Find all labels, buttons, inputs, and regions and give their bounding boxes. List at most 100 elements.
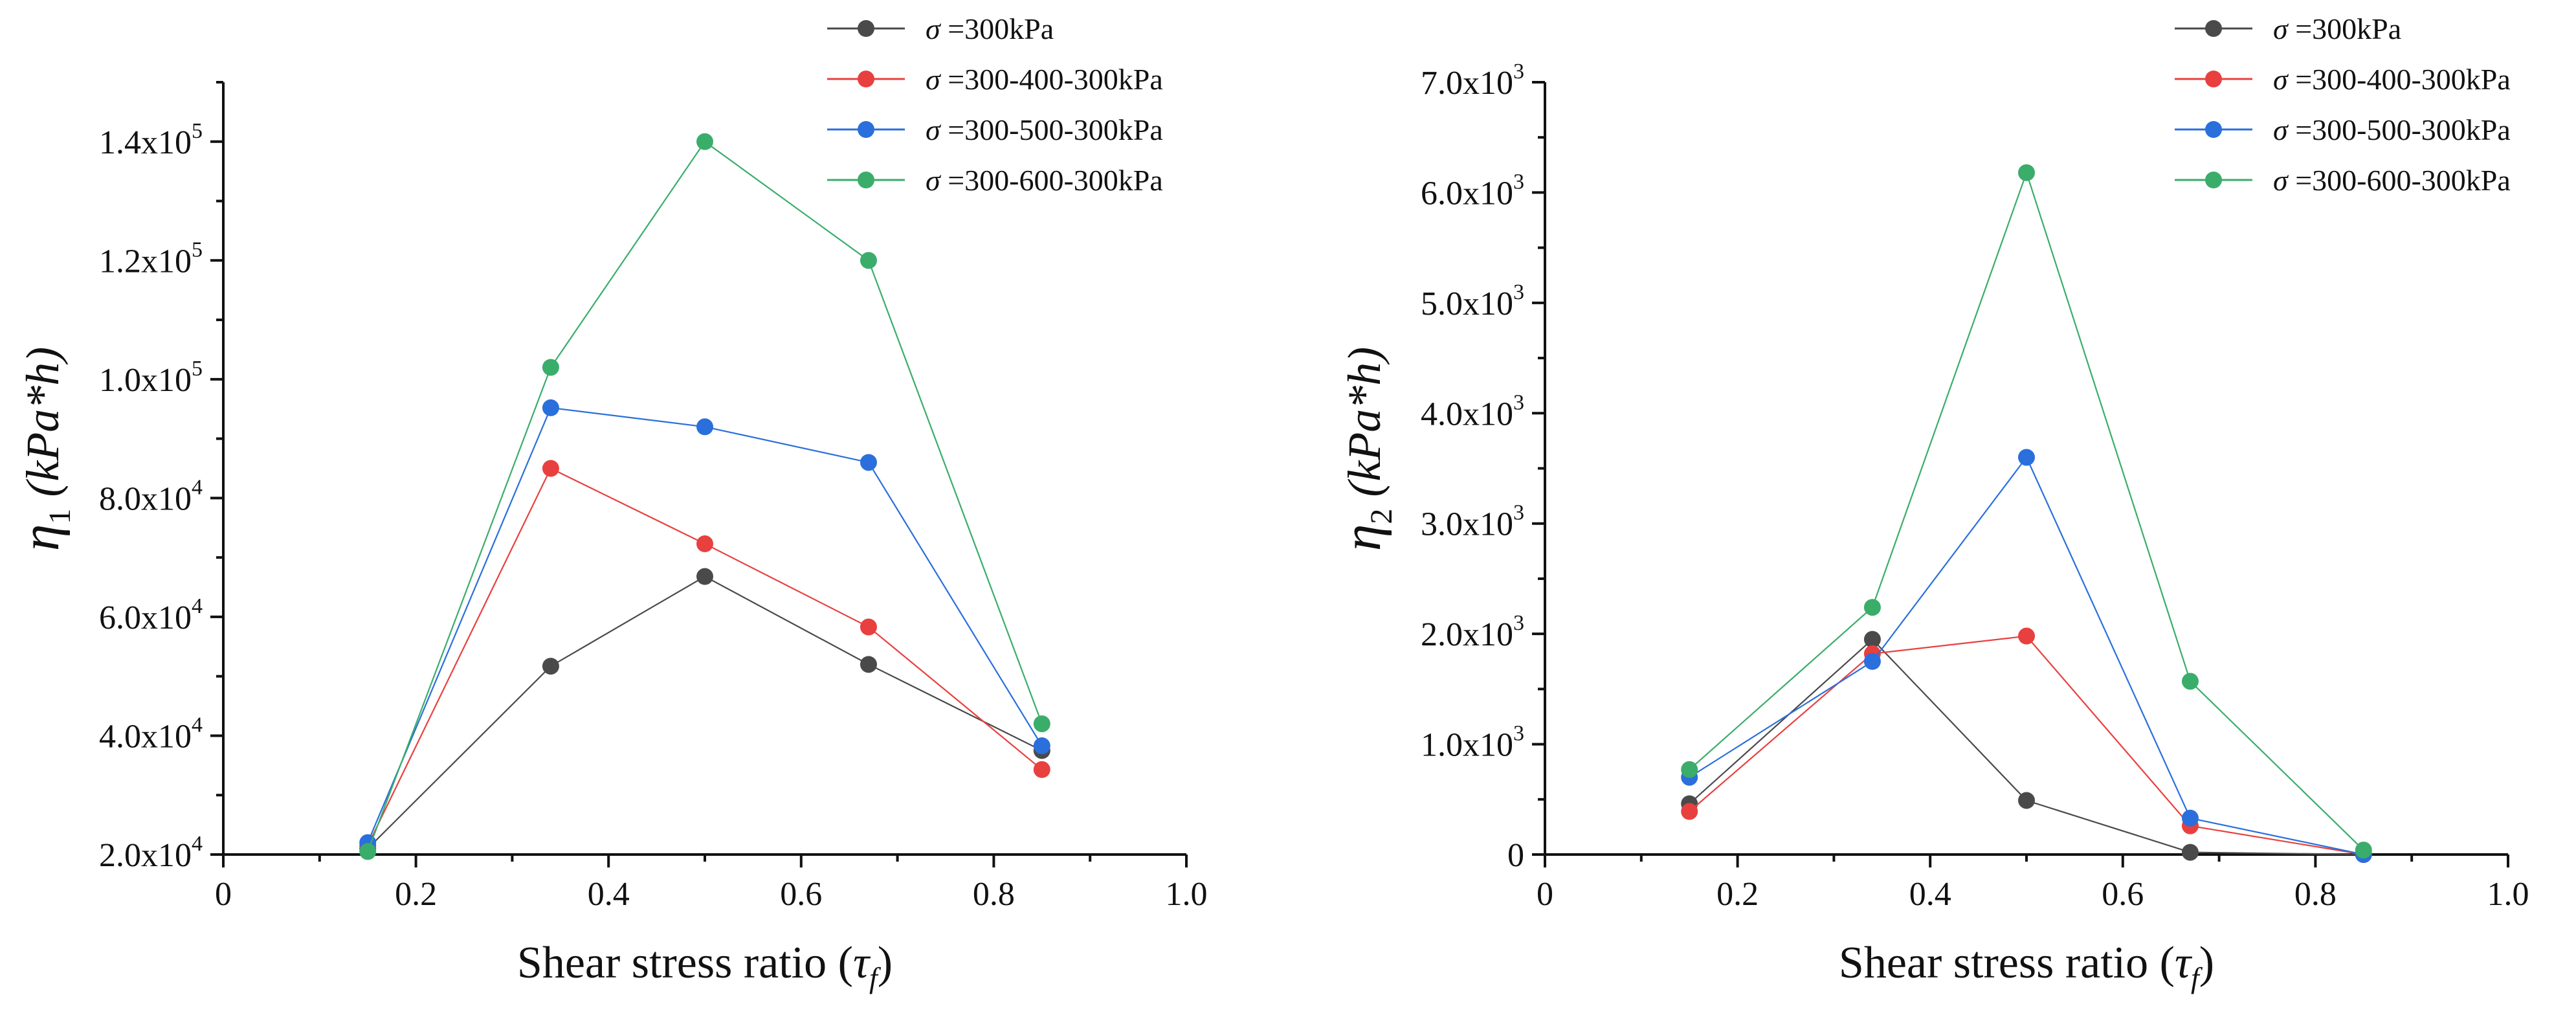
y-tick-label: 5.0x103 bbox=[1421, 280, 1524, 322]
y-axis-label: η1 (kPa*h) bbox=[10, 347, 77, 552]
legend-symbol: σ bbox=[2273, 63, 2289, 96]
y-tick-mantissa: 2.0x10 bbox=[99, 837, 192, 874]
x-tick-label: 0 bbox=[1537, 876, 1553, 913]
y-tick-mantissa: 3.0x10 bbox=[1421, 506, 1513, 543]
y-tick-mantissa: 1.2x10 bbox=[99, 243, 192, 280]
legend-marker-1 bbox=[858, 71, 874, 87]
data-point-s1-2 bbox=[696, 535, 713, 553]
series-line-0 bbox=[1689, 638, 2364, 856]
x-axis-label-text: Shear stress ratio ( bbox=[1839, 938, 2175, 988]
x-tick-label: 0 bbox=[215, 876, 232, 913]
legend-label-0: σ =300kPa bbox=[2273, 12, 2401, 45]
y-tick-exponent: 4 bbox=[192, 713, 203, 737]
series-line-2 bbox=[367, 407, 1043, 844]
y-axis-label-subscript: 2 bbox=[1364, 509, 1399, 524]
y-tick-exponent: 5 bbox=[192, 357, 203, 381]
y-tick-exponent: 3 bbox=[1513, 170, 1524, 194]
data-point-s1-3 bbox=[860, 618, 877, 636]
y-axis-label: η2 (kPa*h) bbox=[1332, 347, 1399, 552]
y-tick-mantissa: 1.0x10 bbox=[99, 362, 192, 399]
y-axis-label-unit: (kPa*h) bbox=[17, 347, 69, 497]
legend-symbol: σ bbox=[2273, 164, 2289, 197]
legend-label-1: σ =300-400-300kPa bbox=[2273, 63, 2511, 96]
x-axis-label: Shear stress ratio (τf) bbox=[1839, 938, 2214, 994]
data-point-s2-2 bbox=[2018, 449, 2035, 466]
y-tick-exponent: 3 bbox=[1513, 501, 1524, 525]
y-tick-label: 3.0x103 bbox=[1421, 501, 1524, 543]
data-point-s3-4 bbox=[2355, 842, 2372, 859]
legend-text: =300-400-300kPa bbox=[2288, 63, 2511, 96]
legend-symbol: σ bbox=[2273, 12, 2289, 45]
y-tick-label: 1.4x105 bbox=[99, 119, 203, 161]
legend-marker-0 bbox=[2205, 20, 2222, 37]
y-tick-label: 4.0x104 bbox=[99, 713, 203, 755]
legend-marker-2 bbox=[2205, 121, 2222, 138]
legend-symbol: σ bbox=[926, 113, 942, 146]
y-tick-mantissa: 0 bbox=[1507, 837, 1524, 874]
chart-eta2: 0 0.2 0.4 0.6 0.8 1.001.0x1032.0x1033.0x1034.… bbox=[1332, 12, 2529, 994]
data-point-s3-1 bbox=[542, 359, 559, 376]
y-tick-label: 6.0x104 bbox=[99, 594, 203, 636]
y-tick-exponent: 4 bbox=[192, 475, 203, 499]
legend-label-3: σ =300-600-300kPa bbox=[2273, 164, 2511, 197]
legend-label-2: σ =300-500-300kPa bbox=[926, 113, 1163, 146]
legend-marker-2 bbox=[858, 121, 874, 138]
y-tick-exponent: 3 bbox=[1513, 280, 1524, 304]
y-tick-label: 4.0x103 bbox=[1421, 390, 1524, 432]
x-tick-label: 0.8 bbox=[973, 876, 1015, 913]
legend-marker-1 bbox=[2205, 71, 2222, 87]
data-point-s2-1 bbox=[1863, 653, 1881, 670]
y-axis-label-symbol: η bbox=[1332, 524, 1392, 552]
y-tick-mantissa: 4.0x10 bbox=[1421, 396, 1513, 432]
legend-symbol: σ bbox=[926, 12, 942, 45]
x-tick-label: 0.4 bbox=[588, 876, 630, 913]
x-tick-label: 0.4 bbox=[1909, 876, 1951, 913]
y-axis-label-symbol: η bbox=[10, 524, 71, 552]
x-axis-label-symbol: τ bbox=[853, 938, 871, 988]
data-point-s3-0 bbox=[359, 843, 377, 860]
legend-label-1: σ =300-400-300kPa bbox=[926, 63, 1163, 96]
data-point-s2-3 bbox=[860, 454, 877, 471]
data-point-s3-4 bbox=[1033, 715, 1050, 733]
series-line-1 bbox=[367, 467, 1043, 846]
x-tick-label: 1.0 bbox=[2487, 876, 2529, 913]
y-tick-mantissa: 2.0x10 bbox=[1421, 616, 1513, 653]
y-axis-label-space bbox=[1338, 497, 1390, 509]
data-point-s0-1 bbox=[1863, 631, 1881, 648]
y-tick-exponent: 3 bbox=[1513, 722, 1524, 746]
data-point-s3-2 bbox=[696, 133, 713, 150]
y-axis-label-subscript: 1 bbox=[43, 509, 77, 524]
y-axis-label-unit: (kPa*h) bbox=[1338, 347, 1390, 497]
y-tick-label: 7.0x103 bbox=[1421, 60, 1524, 102]
y-axis-label-space bbox=[17, 497, 69, 509]
legend-label-3: σ =300-600-300kPa bbox=[926, 164, 1163, 197]
legend-marker-0 bbox=[858, 20, 874, 37]
x-tick-label: 0.2 bbox=[1716, 876, 1759, 913]
data-point-s2-3 bbox=[2181, 809, 2199, 827]
x-axis-label-text: Shear stress ratio ( bbox=[517, 938, 853, 988]
y-tick-mantissa: 4.0x10 bbox=[99, 718, 192, 755]
y-tick-mantissa: 6.0x10 bbox=[99, 599, 192, 636]
data-point-s0-3 bbox=[860, 656, 877, 673]
legend-marker-3 bbox=[858, 172, 874, 188]
y-tick-exponent: 3 bbox=[1513, 60, 1524, 84]
y-tick-exponent: 5 bbox=[192, 119, 203, 143]
data-point-s3-0 bbox=[1681, 761, 1698, 778]
legend-symbol: σ bbox=[926, 164, 942, 197]
data-point-s3-2 bbox=[2018, 164, 2035, 181]
y-tick-exponent: 4 bbox=[192, 832, 203, 856]
legend-label-0: σ =300kPa bbox=[926, 12, 1054, 45]
y-tick-mantissa: 8.0x10 bbox=[99, 480, 192, 517]
legend-text: =300-600-300kPa bbox=[940, 164, 1163, 197]
legend-symbol: σ bbox=[926, 63, 942, 96]
x-axis-label: Shear stress ratio (τf) bbox=[517, 938, 893, 994]
y-tick-mantissa: 7.0x10 bbox=[1421, 65, 1513, 102]
x-tick-label: 0.6 bbox=[780, 876, 822, 913]
y-tick-exponent: 4 bbox=[192, 594, 203, 618]
y-tick-mantissa: 6.0x10 bbox=[1421, 175, 1513, 212]
data-point-s3-3 bbox=[860, 252, 877, 269]
data-point-s3-1 bbox=[1863, 599, 1881, 616]
data-point-s0-1 bbox=[542, 658, 559, 675]
y-tick-label: 1.0x103 bbox=[1421, 722, 1524, 764]
